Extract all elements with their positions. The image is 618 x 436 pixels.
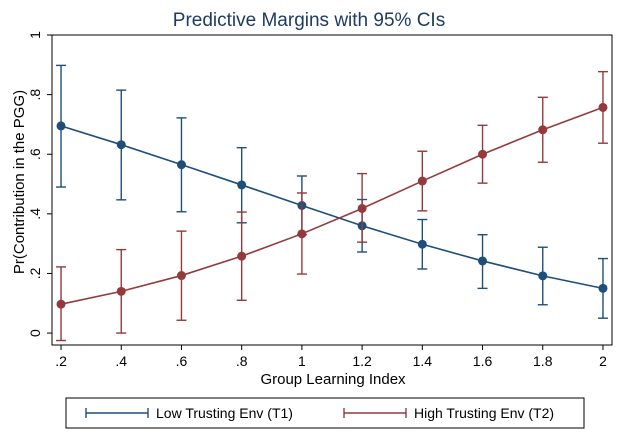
- chart-title: Predictive Margins with 95% CIs: [173, 10, 445, 31]
- legend-label: High Trusting Env (T2): [414, 405, 554, 421]
- y-tick-label: 1: [27, 31, 43, 39]
- legend-box: [65, 397, 585, 429]
- data-point: [538, 271, 548, 281]
- data-point: [116, 286, 126, 296]
- data-point: [598, 102, 608, 112]
- data-point: [417, 239, 427, 249]
- data-point: [357, 203, 367, 213]
- data-point: [116, 140, 126, 150]
- y-tick-label: .2: [27, 267, 43, 279]
- y-tick-label: 0: [27, 329, 43, 337]
- data-point: [56, 299, 66, 309]
- y-tick-label: .8: [27, 89, 43, 101]
- legend: Low Trusting Env (T1) High Trusting Env (…: [65, 397, 585, 429]
- x-tick-label: 1.8: [533, 353, 553, 369]
- data-point: [478, 256, 488, 266]
- x-tick-label: 1.2: [352, 353, 372, 369]
- data-point: [598, 283, 608, 293]
- data-point: [56, 121, 66, 131]
- legend-label: Low Trusting Env (T1): [156, 405, 293, 421]
- series-2: [56, 70, 608, 342]
- data-point: [417, 176, 427, 186]
- x-tick-label: 1.6: [473, 353, 493, 369]
- y-tick-label: .6: [27, 148, 43, 160]
- data-point: [478, 149, 488, 159]
- x-axis-label: Group Learning Index: [260, 371, 406, 388]
- x-tick-label: 2: [599, 353, 607, 369]
- x-tick-label: .4: [115, 353, 127, 369]
- x-tick-label: .2: [55, 353, 67, 369]
- data-point: [176, 271, 186, 281]
- data-point: [176, 160, 186, 170]
- x-tick-label: .8: [236, 353, 248, 369]
- y-axis-label: Pr(Contribution in the PGG): [11, 90, 28, 274]
- x-tick-label: .6: [176, 353, 188, 369]
- y-tick-label: .4: [27, 208, 43, 220]
- x-tick-label: 1.4: [413, 353, 433, 369]
- data-point: [297, 229, 307, 239]
- data-point: [538, 125, 548, 135]
- series-line: [60, 106, 604, 305]
- plot-area: [51, 34, 613, 346]
- data-point: [237, 180, 247, 190]
- x-tick-label: 1: [298, 353, 306, 369]
- data-point: [237, 251, 247, 261]
- series-line: [60, 125, 604, 290]
- series-1: [56, 64, 608, 319]
